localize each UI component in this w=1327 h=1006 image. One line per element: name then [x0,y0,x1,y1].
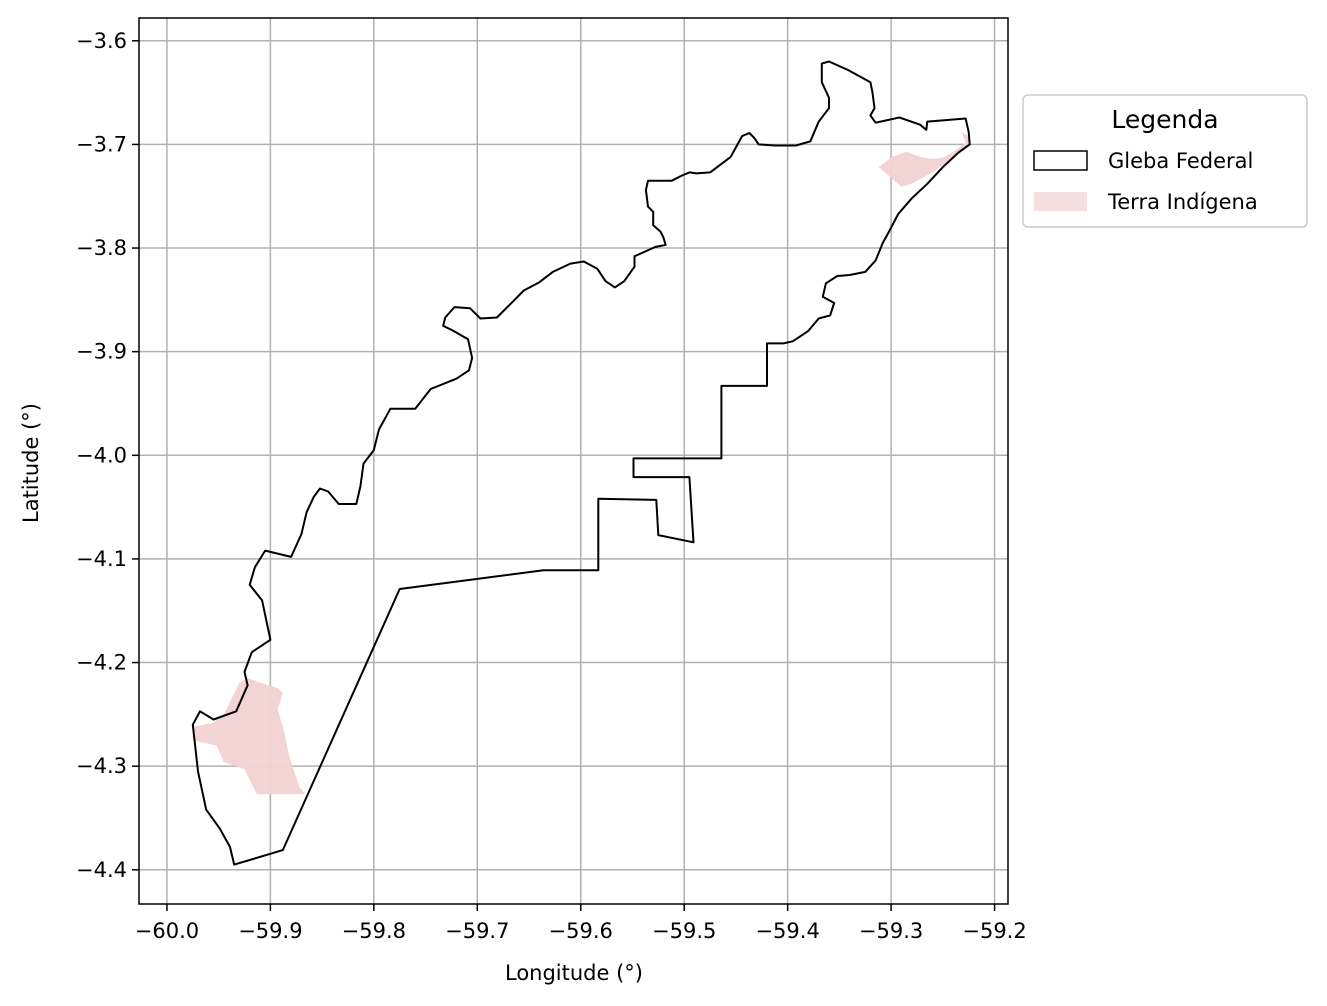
y-tick-label: −3.6 [76,29,127,53]
x-tick-label: −59.4 [755,919,819,943]
y-tick-label: −4.1 [76,547,127,571]
legend-label-terra-indigena: Terra Indígena [1107,190,1258,214]
legend-swatch-gleba-federal [1033,150,1088,171]
x-tick-label: −59.2 [962,919,1026,943]
legend-title: Legenda [1111,105,1218,134]
y-tick-label: −3.8 [76,236,127,260]
terra-indigena-polygon [192,678,306,795]
y-tick-label: −3.9 [76,340,127,364]
legend-label-gleba-federal: Gleba Federal [1108,149,1253,173]
x-tick-label: −59.5 [652,919,716,943]
plot-frame [138,17,1009,905]
x-tick-label: −59.9 [238,919,302,943]
legend: Legenda Gleba Federal Terra Indígena [1022,94,1308,228]
axis-ticks: −60.0 −59.9 −59.8 −59.7 −59.6 −59.5 −59.4 −59.3… [76,29,1027,943]
x-tick-label: −59.3 [859,919,923,943]
gleba-federal-polygon [191,60,971,866]
y-tick-label: −4.3 [76,754,127,778]
y-tick-label: −4.4 [76,858,127,882]
legend-box [1022,94,1308,228]
y-tick-label: −4.2 [76,651,127,675]
map-layers [191,60,971,866]
legend-swatch-terra-indigena [1034,192,1087,211]
x-tick-label: −59.8 [342,919,406,943]
x-axis-label: Longitude (°) [505,961,643,985]
terra-indigena-polygon [878,132,969,187]
x-tick-label: −59.6 [549,919,613,943]
x-tick-label: −59.7 [445,919,509,943]
x-tick-label: −60.0 [135,919,199,943]
y-axis-label: Latitude (°) [19,403,43,523]
y-tick-label: −3.7 [76,132,127,156]
y-tick-label: −4.0 [76,443,127,467]
